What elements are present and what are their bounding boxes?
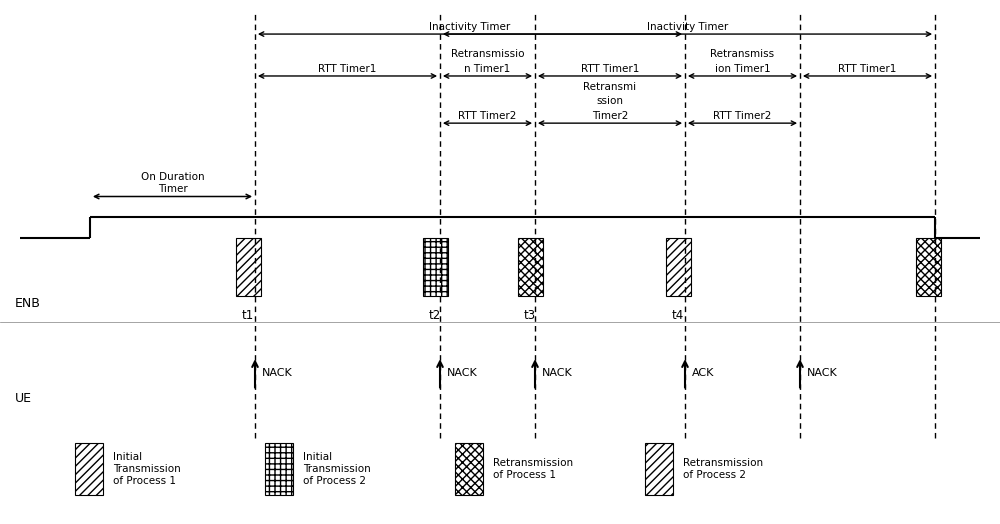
Text: RTT Timer1: RTT Timer1 [318,64,377,74]
Text: RTT Timer2: RTT Timer2 [458,111,517,121]
Bar [666,238,691,296]
Bar [75,443,103,495]
Bar [422,238,448,296]
Text: RTT Timer1: RTT Timer1 [838,64,897,74]
Text: NACK: NACK [447,368,478,378]
Text: Initial
Transmission
of Process 2: Initial Transmission of Process 2 [303,452,371,486]
Text: t1: t1 [242,309,254,322]
Text: RTT Timer2: RTT Timer2 [713,111,772,121]
Bar [645,443,673,495]
Text: ENB: ENB [15,298,41,310]
Text: Retransmissio: Retransmissio [451,49,524,59]
Text: Retransmi: Retransmi [583,82,637,92]
Text: Inactivity Timer: Inactivity Timer [429,22,511,32]
Bar [236,238,260,296]
Text: t3: t3 [524,309,536,322]
Text: ssion: ssion [597,96,624,106]
Text: UE: UE [15,392,32,405]
Text: ion Timer1: ion Timer1 [715,64,770,74]
Text: ACK: ACK [692,368,714,378]
Text: RTT Timer1: RTT Timer1 [581,64,639,74]
Bar [916,238,941,296]
Text: NACK: NACK [807,368,838,378]
Bar [518,238,543,296]
Text: On Duration
Timer: On Duration Timer [141,172,204,194]
Text: NACK: NACK [262,368,293,378]
Bar [265,443,293,495]
Text: t2: t2 [429,309,441,322]
Text: t4: t4 [672,309,684,322]
Text: Retransmission
of Process 2: Retransmission of Process 2 [683,458,763,480]
Text: Initial
Transmission
of Process 1: Initial Transmission of Process 1 [113,452,181,486]
Text: n Timer1: n Timer1 [464,64,511,74]
Text: Timer2: Timer2 [592,111,628,121]
Bar [455,443,483,495]
Text: NACK: NACK [542,368,573,378]
Text: Inactivity Timer: Inactivity Timer [647,22,728,32]
Text: Retransmiss: Retransmiss [710,49,775,59]
Text: Retransmission
of Process 1: Retransmission of Process 1 [493,458,573,480]
